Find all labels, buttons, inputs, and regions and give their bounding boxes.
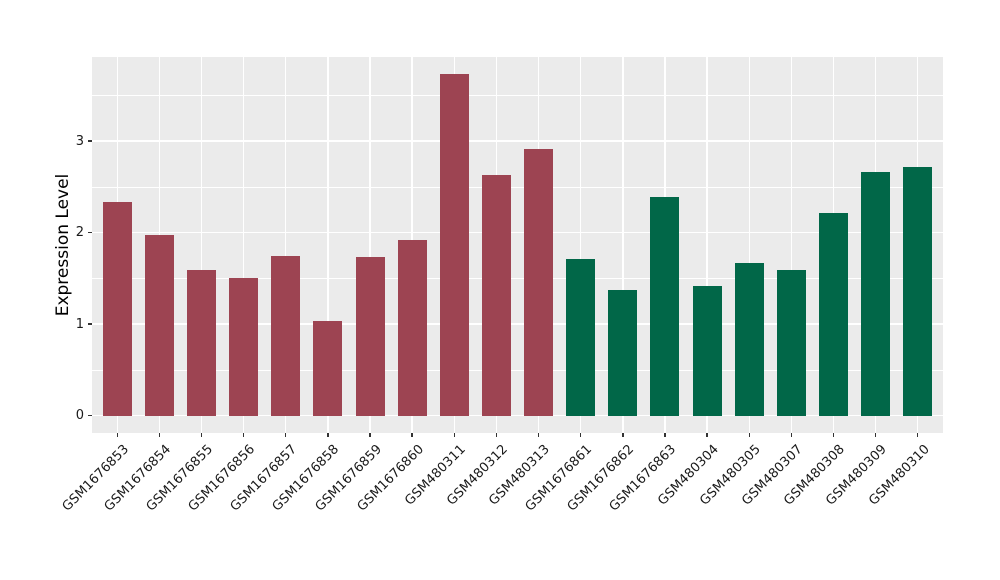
y-tick-mark [87,140,92,142]
bar-GSM480310 [903,166,933,416]
bar-GSM1676854 [144,235,174,416]
bar-GSM1676855 [187,270,217,416]
x-tick-mark [917,433,919,437]
gridline-vertical [327,57,329,433]
x-tick-mark [453,433,455,437]
bar-GSM1676853 [102,202,132,416]
bar-GSM1676856 [229,278,259,416]
gridline-vertical [748,57,750,433]
plot-panel [92,57,943,433]
gridline-minor [92,95,943,96]
bar-GSM1676860 [397,239,427,416]
y-tick-mark [87,323,92,325]
gridline-minor [92,369,943,371]
bar-GSM480311 [439,74,469,416]
x-tick-mark [242,433,245,437]
y-tick-label: 2 [75,225,84,241]
gridline-major [92,140,943,142]
y-tick-label: 0 [75,408,84,424]
x-tick-mark [706,433,708,437]
gridline-vertical [579,57,582,433]
bar-GSM480304 [692,285,722,416]
gridline-vertical [242,57,245,433]
x-tick-mark [495,433,498,437]
bar-GSM480313 [524,149,554,416]
bar-GSM480312 [481,175,511,416]
gridline-vertical [790,57,793,433]
bar-GSM480308 [818,212,848,416]
y-tick-label: 1 [75,316,84,332]
bar-GSM1676859 [355,257,385,416]
y-tick-mark [87,231,92,234]
bar-GSM1676861 [566,259,596,416]
x-tick-mark [116,433,118,437]
x-tick-mark [748,433,750,437]
x-tick-mark [622,433,624,437]
gridline-major [92,231,943,234]
bar-GSM1676863 [650,196,680,416]
x-tick-mark [158,433,161,437]
gridline-major [92,414,943,417]
gridline-vertical [285,57,287,433]
bar-GSM1676857 [271,256,301,416]
y-tick-label: 3 [75,133,84,149]
x-tick-mark [411,433,413,437]
gridline-minor [92,278,943,279]
gridline-vertical [706,57,708,433]
x-tick-mark [579,433,582,437]
x-tick-mark [369,433,371,437]
y-axis-title-text: Expression Level [53,173,73,317]
gridline-major [92,323,943,325]
gridline-vertical [369,57,371,433]
x-tick-mark [200,433,203,437]
x-tick-mark [790,433,793,437]
bar-GSM480307 [776,270,806,416]
x-tick-mark [327,433,329,437]
gridline-vertical [200,57,203,433]
y-tick-mark [87,414,92,417]
bar-GSM1676858 [313,321,343,416]
gridline-vertical [622,57,624,433]
x-tick-mark [285,433,287,437]
x-tick-mark [832,433,835,437]
gridline-minor [92,186,943,188]
x-tick-mark [874,433,877,437]
x-tick-mark [664,433,666,437]
bar-GSM1676862 [608,290,638,416]
bar-GSM480309 [861,172,891,416]
x-tick-mark [537,433,540,437]
bar-GSM480305 [734,262,764,416]
